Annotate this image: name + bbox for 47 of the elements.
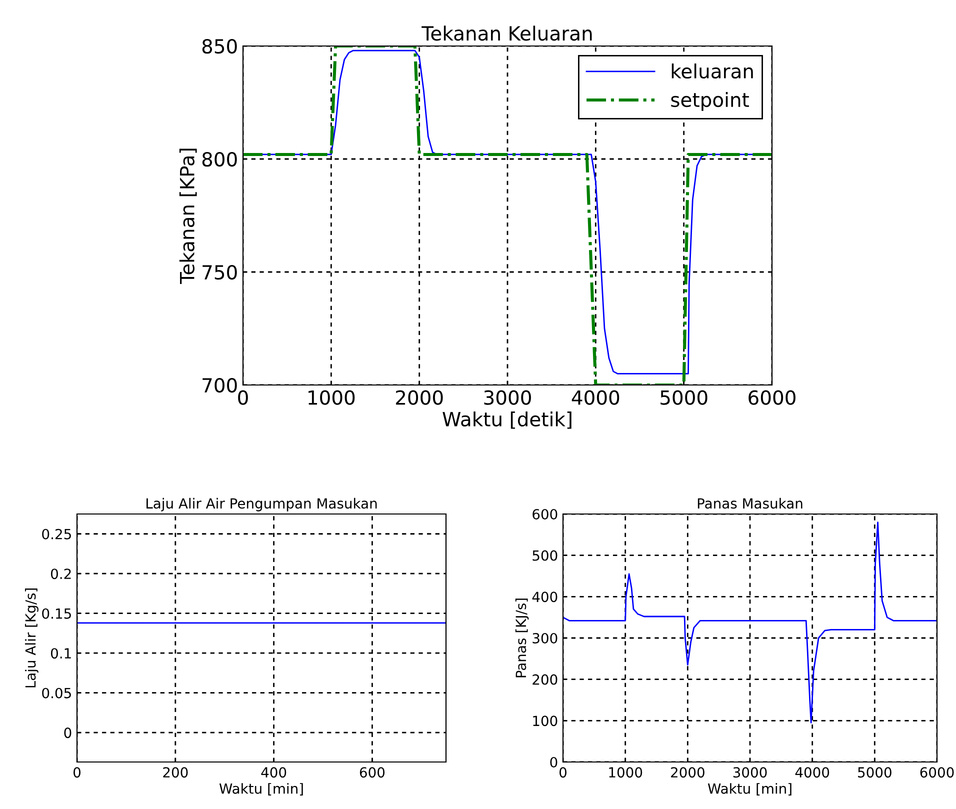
x-tick-label: 0: [73, 767, 80, 778]
y-tick-label: 0.15: [42, 608, 71, 619]
y-tick-label: 0: [64, 728, 72, 738]
line-series: [563, 522, 937, 724]
y-tick-label: 0.1: [50, 648, 71, 659]
x-tick-label: 3000: [733, 767, 767, 778]
y-tick-label: 750: [202, 264, 237, 280]
x-tick-label: 200: [163, 767, 188, 778]
x-tick-label: 5000: [858, 767, 892, 778]
y-tick-label: 0.2: [50, 568, 71, 580]
x-tick-label: 5000: [660, 390, 708, 405]
x-tick-label: 6000: [920, 767, 954, 778]
x-tick-label: 2000: [396, 390, 443, 405]
y-tick-label: 500: [532, 550, 558, 561]
x-axis-title: Waktu [detik]: [442, 411, 572, 429]
chart-title: Laju Alir Air Pengumpan Masukan: [146, 498, 377, 512]
x-tick-label: 1000: [609, 767, 642, 778]
y-tick-label: 850: [202, 38, 237, 54]
x-tick-label: 0: [238, 390, 248, 405]
y-tick-label: 0.05: [42, 688, 71, 698]
y-tick-label: 700: [202, 378, 237, 393]
x-tick-label: 600: [360, 767, 385, 778]
y-tick-label: 600: [532, 508, 558, 520]
y-tick-label: 0: [550, 756, 558, 768]
legend-label: setpoint: [671, 92, 749, 111]
y-tick-label: 0.25: [42, 528, 71, 540]
x-tick-label: 400: [261, 767, 286, 778]
chart-title: Panas Masukan: [698, 498, 802, 509]
x-tick-label: 6000: [748, 390, 796, 405]
y-tick-label: 800: [202, 152, 237, 167]
x-tick-label: 0: [559, 767, 566, 778]
x-tick-label: 3000: [484, 390, 531, 405]
y-tick-label: 200: [532, 674, 558, 685]
legend-label: keluaran: [672, 64, 753, 79]
x-tick-label: 4000: [572, 390, 620, 405]
y-axis-title: Tekanan [KPa]: [179, 148, 197, 284]
x-tick-label: 2000: [671, 767, 704, 778]
chart-title: Tekanan Keluaran: [422, 26, 592, 41]
x-tick-label: 1000: [308, 390, 355, 405]
y-axis-title: Laju Alir [Kg/s]: [24, 588, 38, 688]
x-axis-title: Waktu [min]: [219, 783, 303, 796]
y-tick-label: 100: [533, 716, 558, 726]
y-tick-label: 400: [532, 592, 558, 602]
y-tick-label: 300: [532, 632, 558, 644]
x-axis-title: Waktu [min]: [708, 783, 792, 796]
x-tick-label: 4000: [795, 767, 830, 778]
y-axis-title: Panas [KJ/s]: [515, 598, 529, 678]
